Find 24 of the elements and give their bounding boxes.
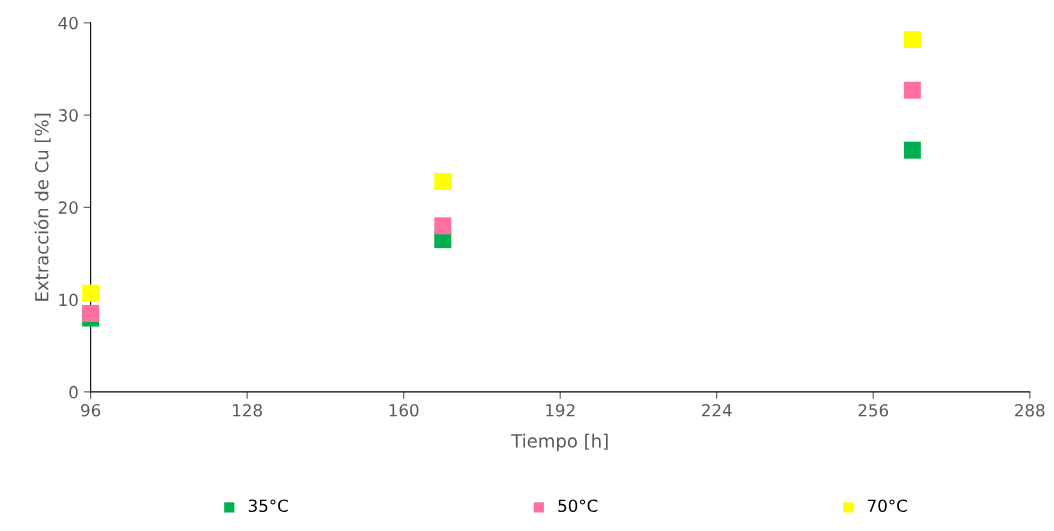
y-tick-label: 20 bbox=[58, 201, 78, 214]
y-tick-label: 40 bbox=[58, 16, 78, 30]
x-tick-label: 256 bbox=[858, 403, 889, 417]
point bbox=[434, 217, 452, 235]
legend-label: 50°C bbox=[558, 499, 598, 513]
y-tick-label: 30 bbox=[58, 109, 78, 122]
legend-label: 70°C bbox=[867, 499, 907, 513]
point bbox=[82, 304, 100, 322]
x-tick-label: 160 bbox=[389, 403, 419, 417]
x-tick-label: 224 bbox=[702, 403, 732, 417]
x-tick-label: 128 bbox=[233, 403, 262, 417]
x-tick-label: 288 bbox=[1015, 403, 1045, 417]
point bbox=[903, 30, 921, 48]
x-tick-label: 96 bbox=[81, 403, 101, 417]
point bbox=[434, 173, 452, 191]
y-tick-label: 0 bbox=[69, 385, 78, 399]
legend-label: 35°C bbox=[248, 499, 288, 513]
point bbox=[82, 284, 100, 302]
x-tick-label: 192 bbox=[546, 403, 575, 417]
x-axis-title: Tiempo [h] bbox=[511, 433, 608, 452]
y-tick-label: 10 bbox=[59, 293, 78, 307]
point bbox=[903, 141, 921, 159]
y-axis-title: Extracción de Cu [%] bbox=[33, 113, 51, 301]
point bbox=[903, 81, 921, 99]
